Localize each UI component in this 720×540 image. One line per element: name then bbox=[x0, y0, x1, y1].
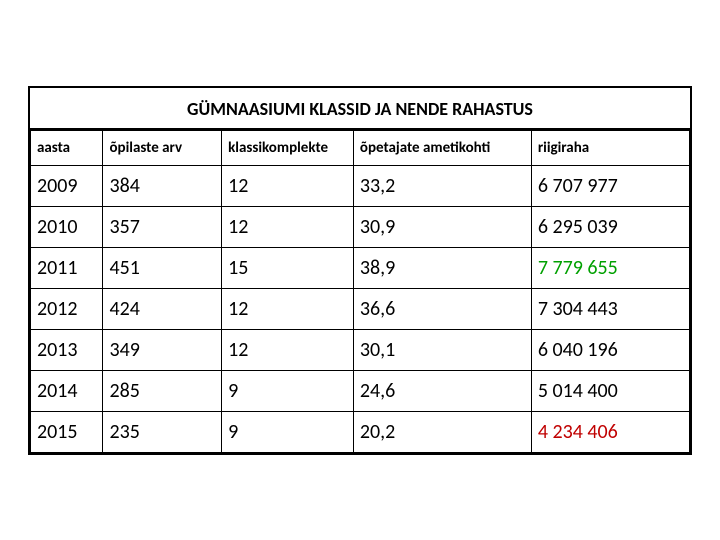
cell-klassikomplekte: 15 bbox=[222, 247, 354, 288]
cell-klassikomplekte: 12 bbox=[222, 329, 354, 370]
cell-opetajate-ametikohti: 36,6 bbox=[353, 288, 531, 329]
funding-table-container: GÜMNAASIUMI KLASSID JA NENDE RAHASTUS aa… bbox=[28, 86, 692, 455]
table-row: 20093841233,26 707 977 bbox=[31, 165, 690, 206]
funding-table: aasta õpilaste arv klassikomplekte õpeta… bbox=[30, 130, 690, 453]
col-header-opilaste-arv: õpilaste arv bbox=[103, 130, 222, 165]
cell-opilaste-arv: 285 bbox=[103, 370, 222, 411]
cell-opilaste-arv: 349 bbox=[103, 329, 222, 370]
cell-opilaste-arv: 357 bbox=[103, 206, 222, 247]
cell-aasta: 2009 bbox=[31, 165, 103, 206]
table-row: 20114511538,97 779 655 bbox=[31, 247, 690, 288]
cell-riigiraha: 7 304 443 bbox=[531, 288, 689, 329]
cell-aasta: 2011 bbox=[31, 247, 103, 288]
table-row: 2015235920,24 234 406 bbox=[31, 411, 690, 452]
cell-opetajate-ametikohti: 30,9 bbox=[353, 206, 531, 247]
cell-klassikomplekte: 9 bbox=[222, 411, 354, 452]
col-header-aasta: aasta bbox=[31, 130, 103, 165]
table-row: 20124241236,67 304 443 bbox=[31, 288, 690, 329]
cell-opilaste-arv: 235 bbox=[103, 411, 222, 452]
cell-opilaste-arv: 451 bbox=[103, 247, 222, 288]
cell-riigiraha: 6 295 039 bbox=[531, 206, 689, 247]
cell-aasta: 2015 bbox=[31, 411, 103, 452]
cell-opetajate-ametikohti: 20,2 bbox=[353, 411, 531, 452]
cell-klassikomplekte: 12 bbox=[222, 165, 354, 206]
cell-opetajate-ametikohti: 38,9 bbox=[353, 247, 531, 288]
cell-riigiraha: 6 707 977 bbox=[531, 165, 689, 206]
cell-riigiraha: 5 014 400 bbox=[531, 370, 689, 411]
col-header-klassikomplekte: klassikomplekte bbox=[222, 130, 354, 165]
cell-opilaste-arv: 424 bbox=[103, 288, 222, 329]
cell-opetajate-ametikohti: 30,1 bbox=[353, 329, 531, 370]
cell-aasta: 2012 bbox=[31, 288, 103, 329]
cell-riigiraha: 7 779 655 bbox=[531, 247, 689, 288]
cell-opetajate-ametikohti: 24,6 bbox=[353, 370, 531, 411]
table-row: 2014285924,65 014 400 bbox=[31, 370, 690, 411]
table-header-row: aasta õpilaste arv klassikomplekte õpeta… bbox=[31, 130, 690, 165]
cell-aasta: 2010 bbox=[31, 206, 103, 247]
col-header-opetajate-ametikohti: õpetajate ametikohti bbox=[353, 130, 531, 165]
cell-opetajate-ametikohti: 33,2 bbox=[353, 165, 531, 206]
table-title: GÜMNAASIUMI KLASSID JA NENDE RAHASTUS bbox=[30, 88, 690, 130]
col-header-riigiraha: riigiraha bbox=[531, 130, 689, 165]
table-row: 20133491230,16 040 196 bbox=[31, 329, 690, 370]
cell-aasta: 2013 bbox=[31, 329, 103, 370]
cell-riigiraha: 4 234 406 bbox=[531, 411, 689, 452]
cell-klassikomplekte: 12 bbox=[222, 206, 354, 247]
cell-riigiraha: 6 040 196 bbox=[531, 329, 689, 370]
cell-aasta: 2014 bbox=[31, 370, 103, 411]
cell-opilaste-arv: 384 bbox=[103, 165, 222, 206]
cell-klassikomplekte: 9 bbox=[222, 370, 354, 411]
table-body: 20093841233,26 707 97720103571230,96 295… bbox=[31, 165, 690, 452]
cell-klassikomplekte: 12 bbox=[222, 288, 354, 329]
table-row: 20103571230,96 295 039 bbox=[31, 206, 690, 247]
